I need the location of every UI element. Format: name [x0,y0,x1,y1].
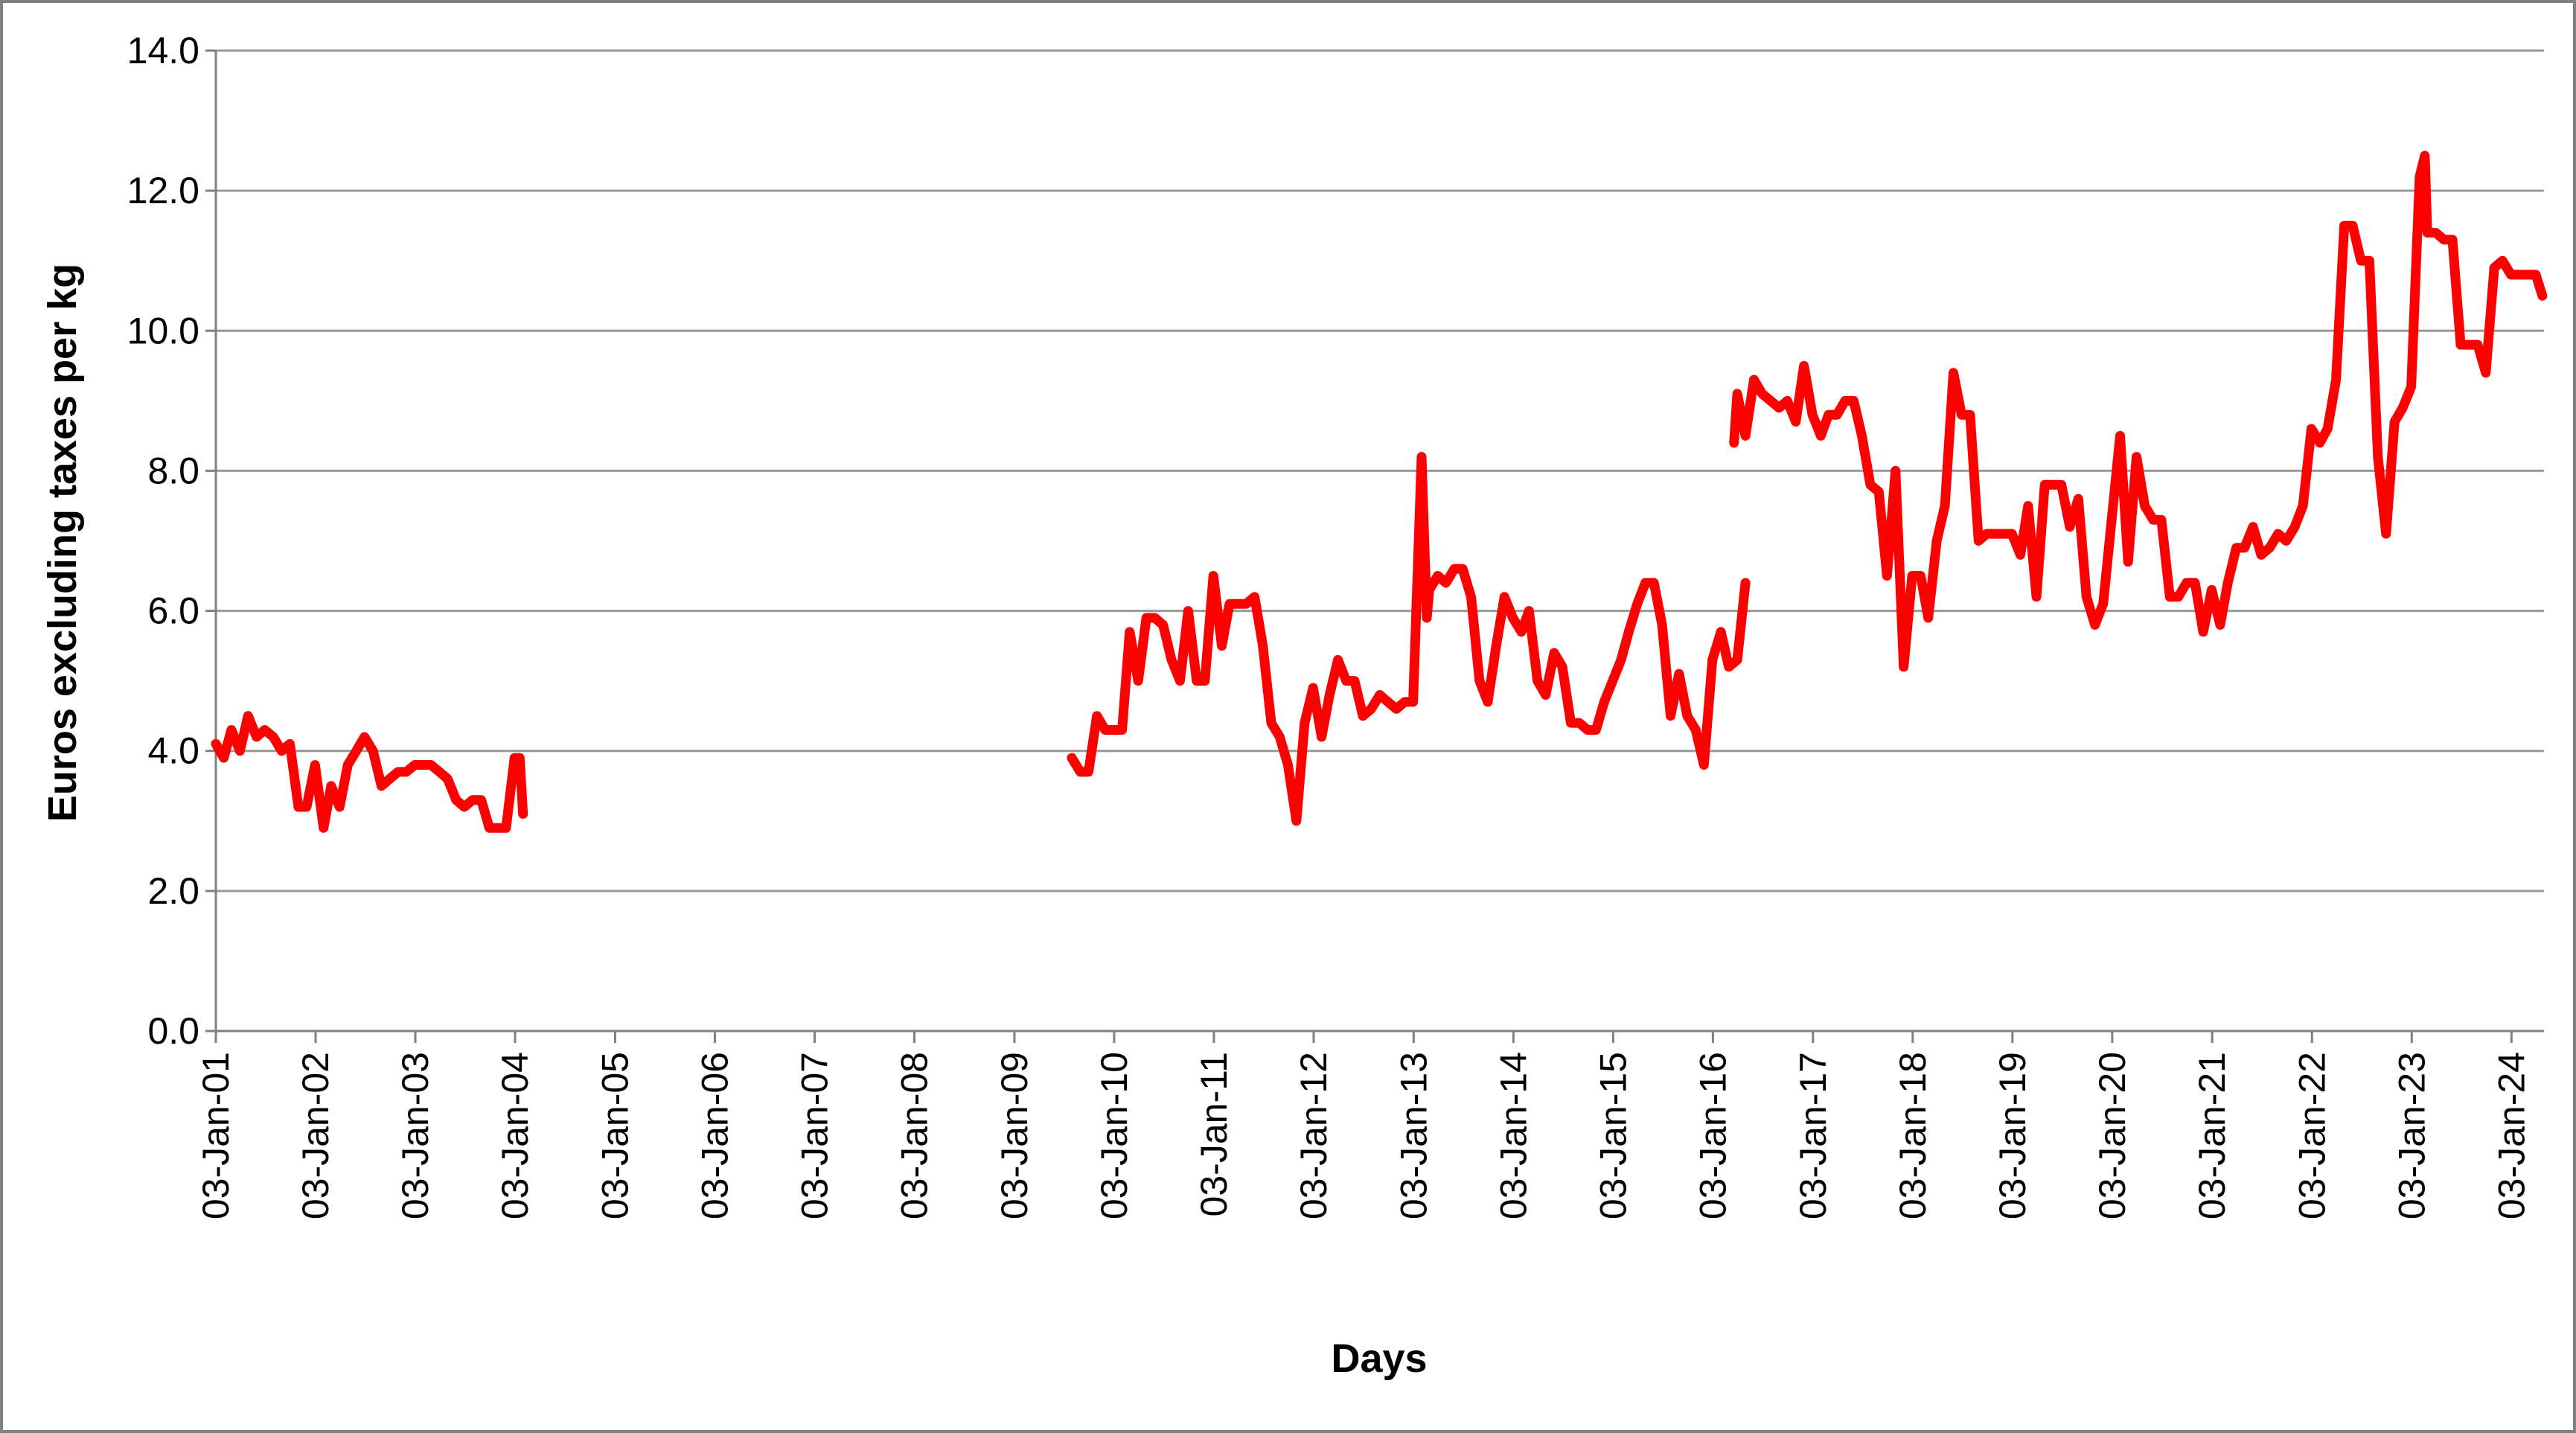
x-tick-label: 03-Jan-24 [2490,1052,2532,1219]
x-tick-label: 03-Jan-05 [594,1052,636,1219]
y-tick-label: 12.0 [127,170,199,211]
x-tick-label: 03-Jan-10 [1093,1052,1135,1219]
y-tick-labels: 0.0 2.0 4.0 6.0 8.0 10.0 12.0 14.0 [127,30,199,1052]
x-tick-label: 03-Jan-02 [295,1052,336,1219]
x-tick-label: 03-Jan-01 [195,1052,237,1219]
x-tick-label: 03-Jan-19 [1992,1052,2033,1219]
y-tick-label: 0.0 [147,1010,199,1052]
x-tick-label: 03-Jan-06 [694,1052,735,1219]
x-tick-label: 03-Jan-03 [394,1052,436,1219]
x-tick-label: 03-Jan-13 [1393,1052,1434,1219]
x-tick-label: 03-Jan-08 [894,1052,936,1219]
x-tick-label: 03-Jan-18 [1892,1052,1934,1219]
series-layer [211,150,2548,833]
y-tick-label: 4.0 [147,730,199,772]
x-tick-label: 03-Jan-14 [1492,1052,1534,1219]
series-line-segment [1067,452,1751,826]
gridlines [216,49,2544,893]
x-tick-label: 03-Jan-04 [494,1052,536,1219]
x-tick-label: 03-Jan-23 [2391,1052,2432,1219]
series-line-segment [211,711,528,833]
x-tick-label: 03-Jan-11 [1193,1052,1235,1216]
x-axis-title: Days [1331,1336,1427,1381]
y-axis-title: Euros excluding taxes per kg [40,264,85,822]
series-line-segment [1729,150,2548,672]
x-tick-label: 03-Jan-22 [2291,1052,2333,1219]
x-tick-labels: 03-Jan-01 03-Jan-02 03-Jan-03 03-Jan-04 03-J… [195,1052,2532,1219]
x-tick-label: 03-Jan-07 [793,1052,835,1219]
y-tick-label: 8.0 [147,450,199,491]
x-tick-label: 03-Jan-15 [1592,1052,1634,1219]
x-tick-label: 03-Jan-20 [2091,1052,2133,1219]
x-tick-label: 03-Jan-16 [1692,1052,1733,1219]
x-tick-label: 03-Jan-12 [1293,1052,1335,1219]
x-tick-label: 03-Jan-09 [994,1052,1035,1219]
y-tick-label: 10.0 [127,310,199,351]
y-tick-label: 6.0 [147,590,199,632]
axes [205,49,2544,1043]
y-tick-label: 2.0 [147,870,199,912]
x-tick-label: 03-Jan-17 [1792,1052,1834,1219]
x-tick-label: 03-Jan-21 [2191,1052,2233,1219]
y-tick-label: 14.0 [127,30,199,71]
